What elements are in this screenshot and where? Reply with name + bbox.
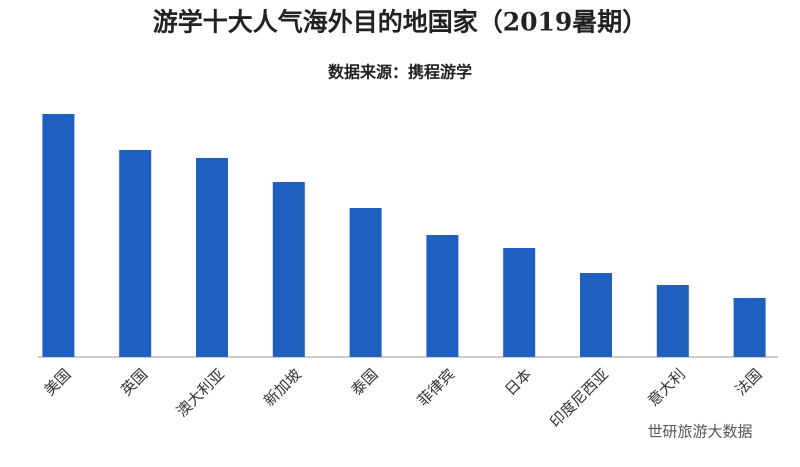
x-tick-label: 新加坡 (260, 365, 305, 410)
bar (119, 150, 152, 357)
x-tick-label: 菲律宾 (414, 365, 459, 410)
bar (733, 298, 766, 357)
watermark: 世研旅游大数据 (647, 423, 752, 441)
x-tick-label: 澳大利亚 (173, 365, 228, 420)
x-tick-label: 法国 (732, 365, 766, 399)
x-tick-label: 泰国 (348, 365, 382, 399)
x-tick-label: 意大利 (644, 365, 689, 410)
bar (196, 158, 228, 357)
bar (426, 235, 459, 357)
chart-title: 游学十大人气海外目的地国家（2019暑期） (153, 8, 648, 37)
x-tick-label: 美国 (40, 365, 74, 399)
x-tick-label: 英国 (117, 365, 151, 399)
bar (580, 273, 612, 357)
x-tick-label: 印度尼西亚 (546, 365, 612, 431)
bar (503, 248, 536, 357)
chart-subtitle: 数据来源：携程游学 (328, 63, 472, 82)
bar (42, 114, 75, 357)
bar (349, 208, 382, 357)
bar (656, 285, 689, 357)
x-tick-label: 日本 (501, 365, 535, 399)
bar (272, 182, 305, 357)
